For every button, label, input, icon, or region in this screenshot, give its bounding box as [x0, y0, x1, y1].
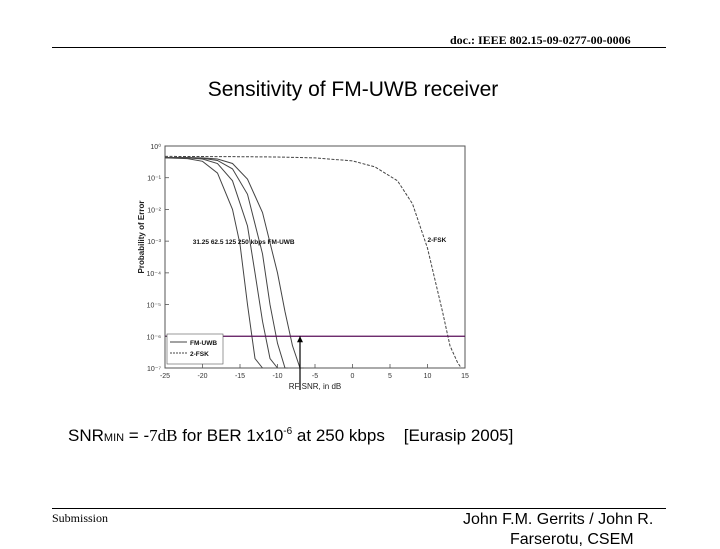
- snr-arrow-head: [297, 336, 303, 343]
- y-tick-label: 10⁻⁷: [147, 366, 161, 373]
- x-tick-label: -15: [235, 373, 245, 380]
- snr-prefix: SNR: [68, 426, 104, 445]
- x-tick-label: -25: [160, 373, 170, 380]
- snr-subscript: MIN: [103, 432, 125, 444]
- y-tick-label: 10⁻⁵: [147, 303, 161, 310]
- legend-label: 2-FSK: [190, 351, 209, 358]
- footer-submission: Submission: [52, 511, 109, 525]
- snr-value: 7dB: [149, 426, 178, 445]
- legend-box: [166, 333, 224, 365]
- fmuwb-rate-annotation: 31.25 62.5 125 250 kbps FM-UWB: [193, 239, 295, 246]
- y-tick-label: 10⁻⁴: [147, 271, 162, 278]
- legend-label: FM-UWB: [190, 340, 217, 347]
- y-tick-label: 10⁻¹: [147, 176, 161, 183]
- y-tick-label: 10⁰: [150, 143, 161, 151]
- plot-frame: [164, 145, 466, 369]
- fsk-annotation: 2-FSK: [428, 237, 447, 244]
- x-tick-label: 15: [461, 373, 469, 380]
- bottom-rule: [52, 508, 666, 509]
- x-tick-label: -20: [197, 373, 207, 380]
- x-tick-label: 5: [388, 373, 392, 380]
- ber-exponent: -6: [283, 426, 293, 437]
- doc-id: doc.: IEEE 802.15-09-0277-00-0006: [450, 33, 631, 47]
- snr-summary: SNRMIN = -7dB for BER 1x10-6 at 250 kbps…: [68, 426, 513, 446]
- footer-authors-line2: Farserotu, CSEM: [510, 531, 634, 548]
- y-axis-label: Probability of Error: [137, 201, 146, 274]
- y-tick-label: 10⁻²: [147, 207, 161, 214]
- rate-text: at 250 kbps: [292, 426, 385, 445]
- series-fmuwb-4: [165, 157, 304, 369]
- reference: [Eurasip 2005]: [403, 426, 514, 445]
- x-axis-label: RF SNR, in dB: [289, 382, 341, 391]
- y-tick-label: 10⁻⁶: [147, 334, 161, 341]
- slide-title: Sensitivity of FM-UWB receiver: [207, 78, 499, 101]
- x-tick-label: 10: [424, 373, 432, 380]
- ber-chart: 10⁰ 10⁻¹ 10⁻² 10⁻³ 10⁻⁴ 10⁻⁵ 10⁻⁶ 10⁻⁷-25 -20 -15…: [137, 143, 469, 391]
- top-rule: [52, 47, 666, 48]
- snr-equals: = -: [124, 426, 150, 445]
- y-tick-label: 10⁻³: [147, 239, 161, 246]
- series-fmuwb-1: [164, 157, 263, 369]
- x-tick-label: -10: [272, 373, 282, 380]
- x-tick-label: 0: [351, 373, 355, 380]
- x-tick-label: -5: [312, 373, 318, 380]
- ber-text: for BER 1x10: [177, 426, 284, 445]
- series-fsk: [164, 155, 462, 369]
- footer-authors: John F.M. Gerrits / John R.: [463, 511, 654, 528]
